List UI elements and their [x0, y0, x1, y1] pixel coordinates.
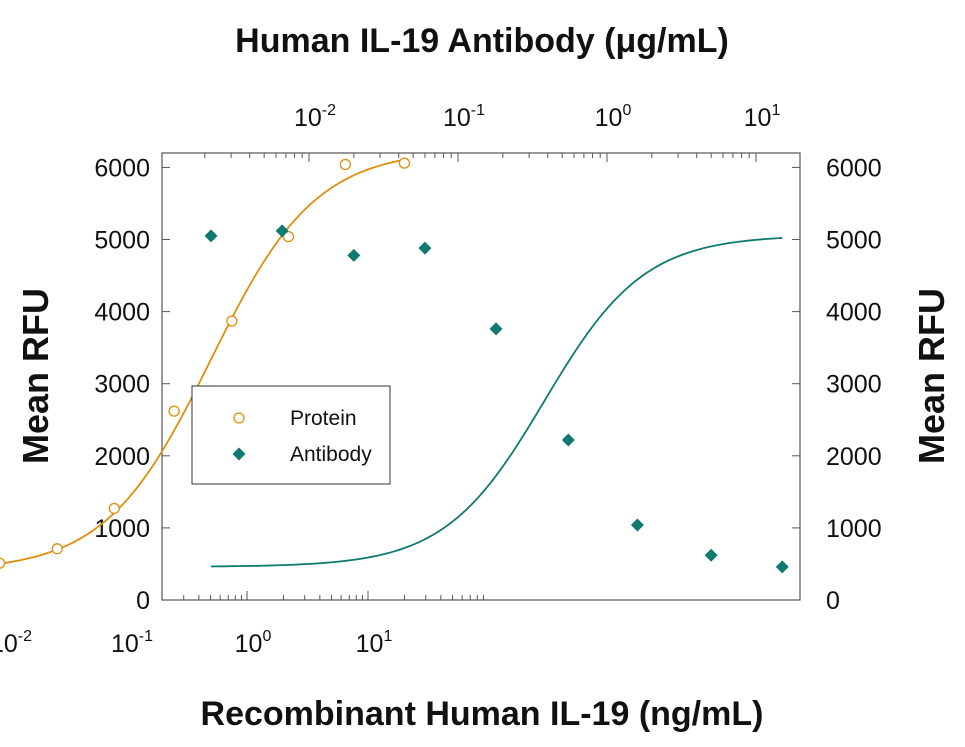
y-tick-label: 3000: [94, 371, 150, 399]
x-tick-label: 100: [235, 628, 272, 658]
legend-box: [191, 385, 391, 485]
y2-tick-label: 3000: [826, 371, 882, 399]
y-tick-label: 6000: [94, 154, 150, 182]
legend-marker: [232, 447, 246, 461]
data-point: [0, 557, 6, 569]
data-point: [108, 502, 120, 515]
y2-tick-label: 6000: [826, 154, 882, 182]
data-point: [489, 322, 503, 336]
x-tick-label: 10-1: [111, 628, 153, 658]
x2-tick-label: 101: [744, 102, 781, 132]
y-tick-label: 2000: [94, 443, 150, 471]
y2-axis-title: Mean RFU: [911, 288, 952, 464]
x2-tick-label: 100: [595, 102, 632, 132]
y-tick-label: 1000: [94, 515, 150, 543]
x2-tick-label: 10-2: [294, 102, 336, 132]
data-point: [630, 518, 644, 532]
data-point: [347, 248, 361, 262]
data-point: [418, 241, 432, 255]
legend-marker: [233, 412, 245, 424]
y2-tick-label: 2000: [826, 443, 882, 471]
y2-tick-label: 5000: [826, 227, 882, 255]
plot-frame: [161, 152, 801, 601]
legend-label: Protein: [290, 407, 357, 430]
data-point: [775, 560, 789, 574]
plot-layer: 0 0 1000 1000 2000 2000 3000 3000 4000 4000 5000 50…: [0, 102, 882, 658]
y-tick-label: 0: [136, 587, 150, 615]
legend-label: Antibody: [290, 443, 372, 466]
y2-tick-label: 4000: [826, 299, 882, 327]
data-point: [204, 229, 218, 243]
y-tick-label: 4000: [94, 299, 150, 327]
data-point: [339, 158, 352, 171]
data-point: [275, 224, 289, 238]
fit-curve: [211, 237, 783, 568]
data-point: [704, 548, 718, 562]
fit-curve: [0, 158, 405, 565]
data-point: [398, 157, 411, 169]
y2-tick-label: 0: [826, 587, 840, 615]
top-axis-title: Human IL-19 Antibody (μg/mL): [235, 22, 729, 60]
x-tick-label: 101: [356, 628, 393, 658]
data-point: [226, 315, 238, 327]
data-point: [51, 543, 63, 555]
y2-tick-label: 1000: [826, 515, 882, 543]
data-point: [282, 230, 295, 243]
series-antibody: [204, 224, 789, 574]
series-protein: [0, 157, 411, 569]
y-axis-title: Mean RFU: [15, 288, 56, 464]
data-point: [168, 405, 180, 417]
y-tick-label: 5000: [94, 227, 150, 255]
x-axis-title: Recombinant Human IL-19 (ng/mL): [201, 695, 764, 733]
x2-tick-label: 10-1: [443, 102, 485, 132]
legend: Protein Antibody: [191, 385, 391, 485]
data-point: [561, 433, 575, 447]
x-tick-label: 10-2: [0, 628, 32, 658]
